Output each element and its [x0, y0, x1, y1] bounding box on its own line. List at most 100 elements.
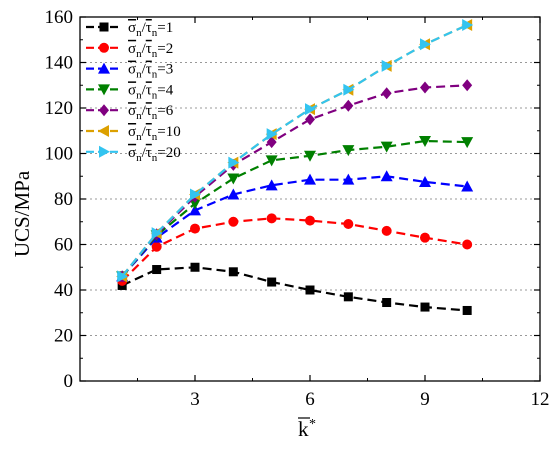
- y-tick-label: 120: [45, 98, 74, 119]
- data-point: [227, 188, 240, 200]
- data-point: [462, 18, 474, 31]
- y-tick-label: 40: [54, 280, 73, 301]
- legend-label: σn/τn=3: [128, 62, 173, 81]
- legend-swatch-marker: [98, 62, 110, 74]
- data-point: [462, 79, 473, 92]
- x-axis-title-text: k: [298, 417, 309, 441]
- data-point: [228, 156, 240, 169]
- legend-swatch-marker: [98, 125, 109, 137]
- data-point: [382, 298, 392, 308]
- x-tick-label: 6: [305, 389, 315, 410]
- data-point: [304, 173, 316, 185]
- legend-label: σn/τn=4: [128, 82, 174, 101]
- data-point: [342, 145, 355, 157]
- legend-entry-3: σn/τn=3: [86, 62, 173, 81]
- legend-entry-6: σn/τn=6: [86, 103, 174, 122]
- series-2: [117, 213, 473, 286]
- data-point: [190, 223, 200, 234]
- legend-label: σn/τn=20: [128, 145, 181, 164]
- data-point: [151, 241, 162, 252]
- legend: σn/τn=1 σn/τn=2 σn/τn=3σn/τn=4 σn/τn=6 σn/τn…: [86, 20, 181, 164]
- data-point: [228, 267, 238, 277]
- data-point: [152, 265, 162, 275]
- y-tick-label: 0: [64, 371, 74, 392]
- data-point: [305, 113, 315, 126]
- x-tick-label: 9: [420, 389, 430, 410]
- x-axis-title-superscript: *: [309, 417, 316, 432]
- y-tick-label: 160: [45, 7, 74, 28]
- legend-entry-4: σn/τn=4: [86, 82, 174, 101]
- legend-swatch-marker: [99, 42, 109, 53]
- x-tick-label: 3: [190, 389, 200, 410]
- y-tick-label: 20: [54, 326, 73, 347]
- series-1: [117, 262, 472, 315]
- data-point: [343, 219, 354, 230]
- data-point: [381, 225, 392, 236]
- data-point: [419, 135, 431, 147]
- legend-swatch-marker: [99, 104, 109, 117]
- data-point: [265, 179, 278, 191]
- data-point: [462, 239, 473, 250]
- legend-entry-10: σn/τn=10: [86, 124, 181, 143]
- data-point: [380, 141, 393, 153]
- data-point: [343, 83, 355, 96]
- data-point: [266, 213, 277, 224]
- data-point: [381, 59, 393, 72]
- series-line: [121, 139, 468, 278]
- data-point: [265, 155, 278, 167]
- data-point: [117, 270, 129, 283]
- legend-label: σn/τn=2: [128, 41, 173, 60]
- series-line: [121, 23, 468, 278]
- data-point: [343, 292, 353, 302]
- y-axis-title: UCS/MPa: [10, 170, 34, 257]
- data-point: [190, 188, 201, 201]
- series-line: [121, 217, 468, 282]
- y-tick-label: 80: [54, 189, 73, 210]
- legend-entry-20: σn/τn=20: [86, 145, 181, 164]
- data-point: [419, 175, 431, 187]
- data-point: [343, 99, 354, 112]
- y-tick-label: 60: [54, 235, 73, 256]
- data-point: [189, 198, 201, 210]
- data-point: [342, 173, 355, 185]
- data-point: [462, 305, 472, 315]
- legend-entry-1: σn/τn=1: [86, 20, 173, 39]
- data-point: [305, 215, 315, 226]
- data-point: [151, 227, 163, 240]
- data-point: [190, 262, 200, 272]
- legend-label: σn/τn=6: [128, 103, 174, 122]
- legend-entry-2: σn/τn=2: [86, 41, 173, 60]
- legend-label: σn/τn=10: [128, 124, 181, 143]
- data-point: [380, 170, 393, 182]
- series-line: [121, 266, 468, 312]
- data-point: [420, 232, 430, 243]
- data-point: [189, 204, 201, 216]
- data-point: [266, 136, 277, 149]
- y-tick-label: 100: [45, 144, 74, 165]
- series-20: [117, 18, 474, 283]
- data-point: [420, 302, 430, 312]
- data-point: [305, 285, 315, 295]
- data-point: [266, 128, 278, 141]
- series-line: [121, 175, 468, 278]
- series-line: [121, 84, 468, 278]
- data-point: [304, 150, 316, 162]
- data-point: [420, 81, 430, 94]
- data-point: [461, 137, 474, 149]
- y-tick-label: 140: [45, 53, 74, 74]
- legend-label: σn/τn=1: [128, 20, 173, 39]
- data-point: [267, 277, 277, 287]
- legend-swatch-marker: [99, 145, 110, 158]
- data-point: [228, 216, 239, 227]
- series-3: [116, 170, 474, 282]
- data-point: [305, 103, 316, 116]
- x-axis-title: k *: [298, 417, 316, 441]
- axes-layer: 0 20 40 60 80 100 120 140 160 3 6 9 12: [45, 7, 550, 410]
- data-point: [227, 173, 240, 185]
- data-point: [461, 180, 474, 192]
- x-tick-label: 12: [531, 389, 550, 410]
- data-point: [420, 38, 431, 51]
- legend-swatch-marker: [99, 22, 109, 32]
